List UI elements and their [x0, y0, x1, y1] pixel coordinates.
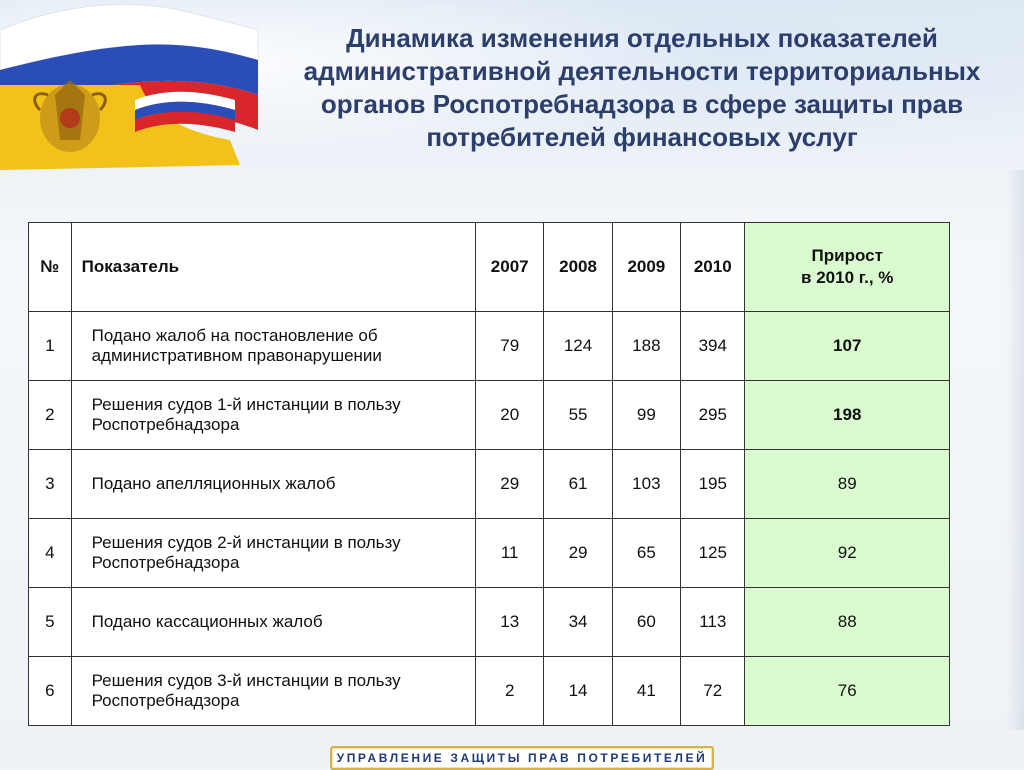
- emblem-icon: [33, 80, 107, 152]
- table-row: 2 Решения судов 1-й инстанции в пользу Р…: [28, 380, 950, 450]
- footer-banner: УПРАВЛЕНИЕ ЗАЩИТЫ ПРАВ ПОТРЕБИТЕЛЕЙ: [330, 746, 714, 770]
- table-row: 4 Решения судов 2-й инстанции в пользу Р…: [28, 518, 950, 588]
- row-2010: 72: [680, 656, 746, 726]
- row-name: Подано жалоб на постановление об админис…: [70, 311, 477, 381]
- row-2009: 41: [611, 656, 682, 726]
- row-2007: 11: [475, 518, 545, 588]
- row-2010: 113: [680, 587, 746, 657]
- table-row: 5 Подано кассационных жалоб 13 34 60 113…: [28, 587, 950, 657]
- row-no: 3: [28, 449, 72, 519]
- row-no: 1: [28, 311, 72, 381]
- header-2009: 2009: [611, 222, 682, 312]
- row-2010: 295: [680, 380, 746, 450]
- row-2007: 2: [475, 656, 545, 726]
- row-2007: 13: [475, 587, 545, 657]
- table-row: 6 Решения судов 3-й инстанции в пользу Р…: [28, 656, 950, 726]
- row-2009: 65: [611, 518, 682, 588]
- row-2007: 29: [475, 449, 545, 519]
- row-name: Решения судов 2-й инстанции в пользу Рос…: [70, 518, 477, 588]
- row-2009: 60: [611, 587, 682, 657]
- row-2008: 124: [543, 311, 613, 381]
- row-2008: 34: [543, 587, 613, 657]
- row-2007: 20: [475, 380, 545, 450]
- header-growth: Прирост в 2010 г., %: [744, 222, 950, 312]
- flag-emblem-art: [0, 3, 259, 170]
- row-2007: 79: [475, 311, 545, 381]
- header-2008: 2008: [543, 222, 613, 312]
- row-growth: 76: [744, 656, 950, 726]
- row-growth: 92: [744, 518, 950, 588]
- row-2009: 188: [611, 311, 682, 381]
- table-header-row: № Показатель 2007 2008 2009 2010 Прирост…: [28, 222, 950, 312]
- row-2010: 125: [680, 518, 746, 588]
- row-growth: 88: [744, 587, 950, 657]
- row-2009: 99: [611, 380, 682, 450]
- row-2009: 103: [611, 449, 682, 519]
- header-growth-line2: в 2010 г., %: [801, 268, 894, 287]
- row-name: Решения судов 1-й инстанции в пользу Рос…: [70, 380, 477, 450]
- header-name: Показатель: [70, 222, 477, 312]
- row-2008: 29: [543, 518, 613, 588]
- row-2008: 14: [543, 656, 613, 726]
- table-row: 3 Подано апелляционных жалоб 29 61 103 1…: [28, 449, 950, 519]
- header-growth-line1: Прирост: [811, 246, 883, 265]
- row-2010: 195: [680, 449, 746, 519]
- row-no: 2: [28, 380, 72, 450]
- row-no: 4: [28, 518, 72, 588]
- row-2008: 61: [543, 449, 613, 519]
- row-name: Подано кассационных жалоб: [70, 587, 477, 657]
- row-no: 6: [28, 656, 72, 726]
- row-no: 5: [28, 587, 72, 657]
- header-2010: 2010: [680, 222, 746, 312]
- data-table: № Показатель 2007 2008 2009 2010 Прирост…: [28, 222, 950, 726]
- row-growth: 198: [744, 380, 950, 450]
- background-edge: [1006, 170, 1024, 730]
- row-growth: 89: [744, 449, 950, 519]
- row-name: Подано апелляционных жалоб: [70, 449, 477, 519]
- header-2007: 2007: [475, 222, 545, 312]
- row-2010: 394: [680, 311, 746, 381]
- header-no: №: [28, 222, 72, 312]
- row-growth: 107: [744, 311, 950, 381]
- row-2008: 55: [543, 380, 613, 450]
- small-flag-icon: [135, 91, 235, 132]
- row-name: Решения судов 3-й инстанции в пользу Рос…: [70, 656, 477, 726]
- page-title: Динамика изменения отдельных показателей…: [303, 23, 981, 152]
- table-row: 1 Подано жалоб на постановление об админ…: [28, 311, 950, 381]
